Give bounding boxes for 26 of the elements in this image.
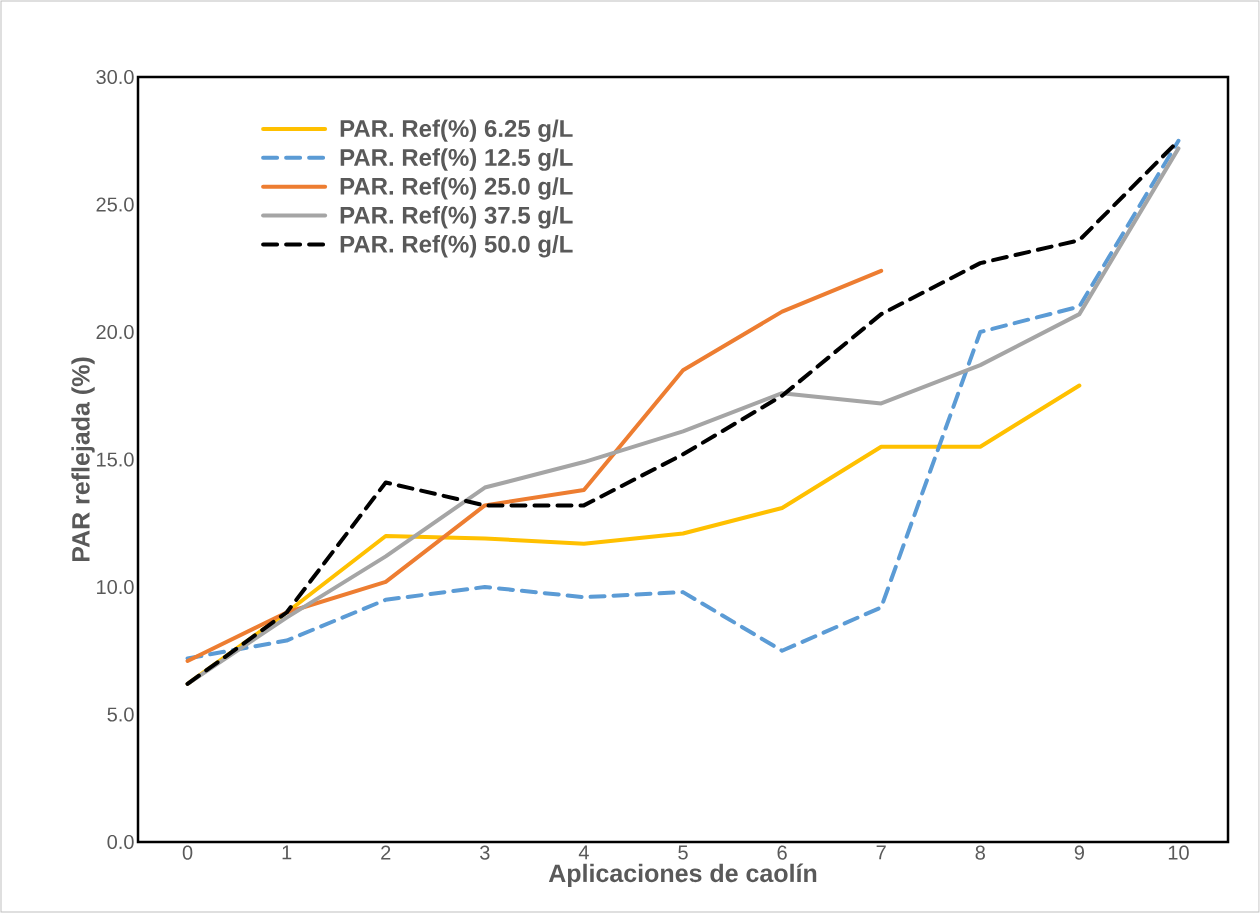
x-axis-title: Aplicaciones de caolín	[548, 863, 817, 888]
x-tick-label: 4	[578, 845, 589, 860]
x-tick-label: 5	[678, 845, 688, 860]
x-tick-label: 8	[975, 845, 985, 860]
y-tick-label: 30.0	[96, 69, 134, 85]
legend-label: PAR. Ref(%) 12.5 g/L	[340, 148, 573, 171]
y-axis-title: PAR reflejada (%)	[71, 357, 95, 562]
y-tick-label: 0.0	[107, 834, 134, 850]
y-tick-label: 25.0	[96, 197, 134, 212]
x-tick-label: 9	[1074, 845, 1084, 860]
legend-label: PAR. Ref(%) 50.0 g/L	[340, 235, 573, 258]
x-tick-label: 6	[777, 845, 787, 860]
x-tick-label: 3	[480, 845, 490, 860]
legend-label: PAR. Ref(%) 37.5 g/L	[340, 206, 573, 229]
y-tick-label: 15.0	[97, 452, 134, 467]
x-tick-label: 2	[381, 845, 391, 860]
x-tick-label: 7	[876, 845, 886, 860]
line-series	[185, 268, 884, 663]
x-tick-label: 0	[182, 845, 193, 860]
x-tick-label: 10	[1168, 845, 1189, 860]
x-tick-label: 1	[282, 845, 292, 860]
y-tick-label: 20.0	[96, 324, 134, 340]
y-tick-label: 10.0	[97, 579, 134, 595]
y-tick-label: 5.0	[107, 707, 134, 722]
legend-label: PAR. Ref(%) 6.25 g/L	[340, 119, 573, 142]
legend-label: PAR. Ref(%) 25.0 g/L	[340, 177, 573, 200]
